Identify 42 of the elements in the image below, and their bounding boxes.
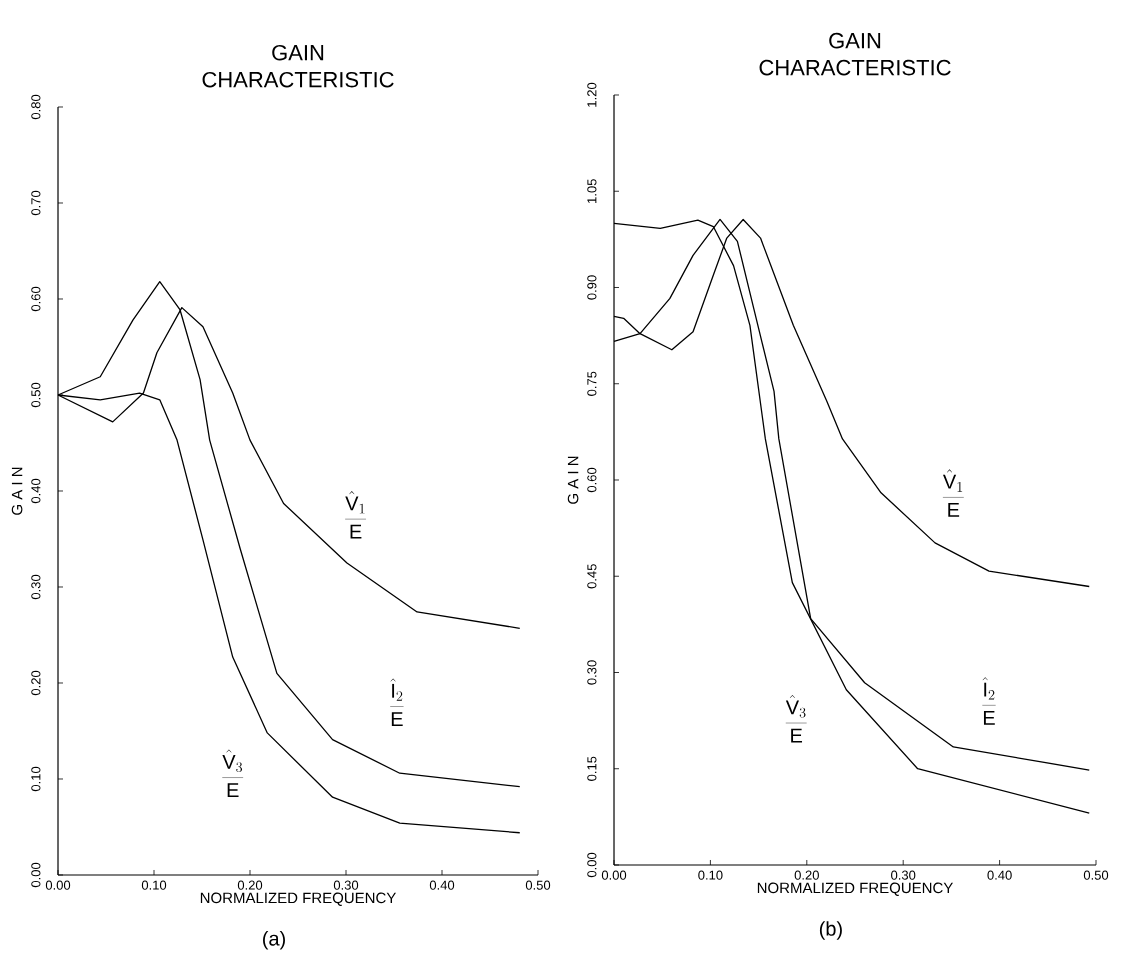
chart-title: GAIN CHARACTERISTIC [759, 32, 951, 76]
annotation: $\frac{\hat{\mathrm{V}}_1}{\mathrm{E}}$ [345, 491, 367, 539]
x-tick-label: 0.30 [891, 870, 916, 880]
x-tick-label: 0.20 [237, 880, 263, 890]
y-tick-label: 1.20 [587, 82, 597, 107]
x-tick-label: 0.10 [141, 880, 167, 890]
annotation: $\frac{\hat{\mathrm{V}}_3}{\mathrm{E}}$ [785, 694, 807, 743]
y-tick-label: 0.70 [31, 190, 41, 216]
y-tick-label: 0.30 [31, 574, 41, 600]
text: (a) [263, 930, 285, 950]
y-tick-label: 0.75 [587, 371, 597, 396]
y-tick-label: 0.40 [31, 478, 41, 504]
chart-title: GAIN CHARACTERISTIC [202, 44, 394, 88]
annotation: $\frac{\hat{\mathrm{V}}_3}{\mathrm{E}}$ [222, 749, 244, 797]
text: (b) [819, 921, 842, 940]
x-tick-label: 0.00 [601, 870, 627, 880]
annotation: $\frac{\hat{\mathrm{I}}_2}{\mathrm{E}}$ [390, 678, 404, 726]
y-tick-label: 0.60 [587, 467, 597, 493]
y-axis-title: G A I N [567, 456, 579, 504]
y-tick-label: 0.15 [587, 756, 597, 781]
x-tick-label: 0.50 [1083, 870, 1109, 880]
y-tick-label: 1.05 [587, 179, 597, 203]
x-tick-label: 0.00 [45, 880, 71, 890]
y-tick-label: 0.60 [31, 286, 41, 312]
x-tick-label: 0.20 [794, 870, 819, 880]
x-tick-label: 0.40 [429, 880, 455, 890]
x-tick-label: 0.40 [987, 870, 1012, 880]
y-axis-title: G A I N [11, 467, 23, 515]
y-tick-label: 0.20 [31, 670, 41, 696]
annotation: $\frac{\hat{\mathrm{I}}_2}{\mathrm{E}}$ [982, 677, 996, 725]
y-tick-label: 0.45 [587, 564, 597, 589]
annotation: $\frac{\hat{\mathrm{V}}_1}{\mathrm{E}}$ [942, 469, 964, 517]
x-tick-label: 0.50 [525, 880, 551, 890]
x-axis-title: NORMALIZED FREQUENCY [757, 882, 953, 896]
y-tick-label: 0.10 [31, 766, 41, 792]
x-axis-title: NORMALIZED FREQUENCY [200, 892, 396, 906]
y-tick-label: 0.50 [31, 382, 41, 408]
y-tick-label: 0.80 [31, 94, 41, 120]
y-tick-label: 0.30 [587, 660, 597, 685]
x-tick-label: 0.30 [333, 880, 359, 890]
y-tick-label: 0.90 [587, 275, 597, 300]
x-tick-label: 0.10 [698, 870, 723, 880]
